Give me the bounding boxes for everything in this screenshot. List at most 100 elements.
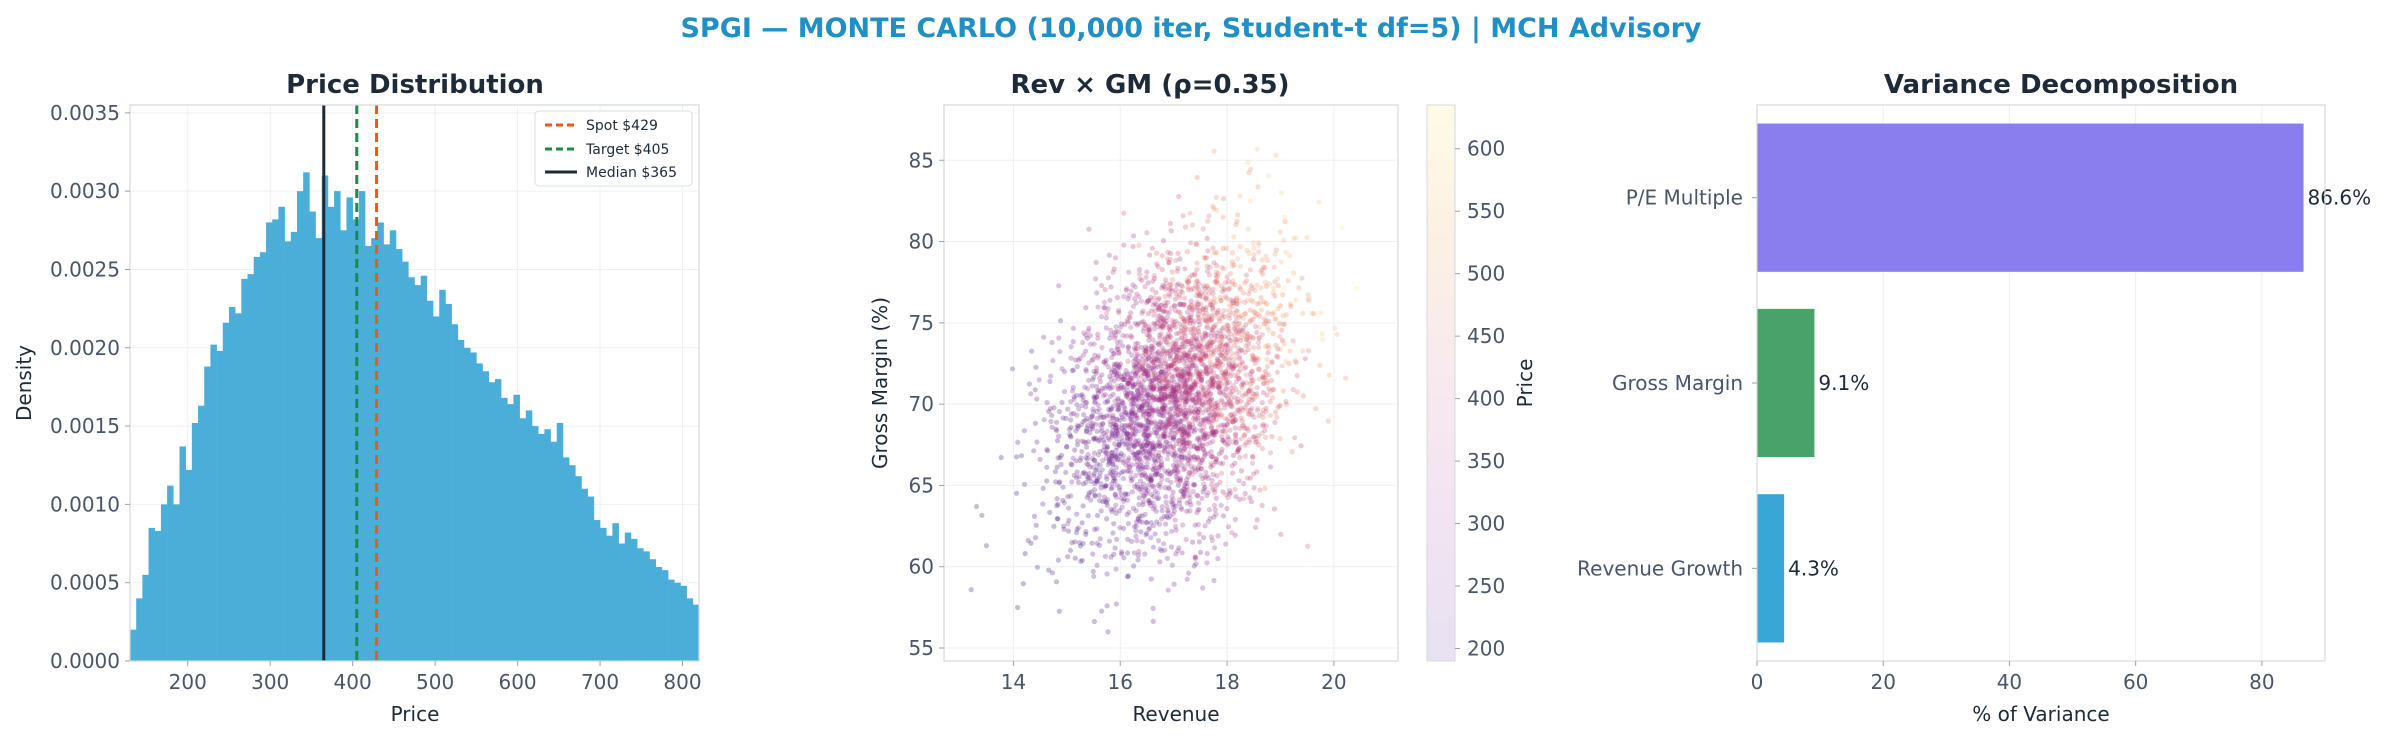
scatter-point bbox=[1160, 238, 1167, 244]
scatter-point bbox=[1148, 478, 1154, 484]
scatter-point bbox=[1079, 403, 1085, 409]
histogram-bar bbox=[204, 366, 211, 661]
scatter-point bbox=[1202, 451, 1208, 458]
scatter-point bbox=[1209, 339, 1215, 346]
scatter-point bbox=[1108, 385, 1114, 391]
scatter-point bbox=[1033, 364, 1039, 370]
scatter-point bbox=[1128, 398, 1134, 404]
scatter-point bbox=[1227, 302, 1233, 308]
scatter-point bbox=[1160, 323, 1166, 329]
scatter-point bbox=[1156, 453, 1162, 459]
scatter-point bbox=[1204, 473, 1210, 479]
scatter-point bbox=[1193, 426, 1199, 432]
scatter-point bbox=[1200, 585, 1206, 591]
scatter-point bbox=[1135, 388, 1141, 394]
scatter-point bbox=[1121, 441, 1127, 447]
scatter-point bbox=[1107, 381, 1113, 387]
scatter-point bbox=[1249, 352, 1256, 358]
scatter-point bbox=[1178, 283, 1184, 289]
scatter-point bbox=[1118, 491, 1124, 497]
scatter-point bbox=[1273, 316, 1279, 322]
scatter-point bbox=[1216, 315, 1222, 321]
scatter-point bbox=[1263, 343, 1269, 350]
variance-panel: Variance Decomposition 86.6%9.1%4.3% 0 20… bbox=[1577, 70, 2371, 726]
scatter-point bbox=[1072, 555, 1078, 561]
scatter-point bbox=[1134, 386, 1140, 392]
scatter-point bbox=[1179, 442, 1186, 448]
scatter-point bbox=[1271, 386, 1277, 392]
scatter-point bbox=[1232, 356, 1238, 362]
scatter-point bbox=[1270, 285, 1276, 291]
scatter-point bbox=[1231, 234, 1237, 240]
scatter-point bbox=[1238, 468, 1245, 474]
scatter-point bbox=[1133, 413, 1140, 419]
scatter-point bbox=[1154, 519, 1160, 525]
y-tick-label: 55 bbox=[909, 636, 934, 660]
scatter-point bbox=[1096, 474, 1103, 480]
scatter-point bbox=[1175, 421, 1181, 427]
scatter-point bbox=[1071, 396, 1077, 402]
scatter-point bbox=[1121, 458, 1127, 464]
scatter-point bbox=[973, 503, 980, 510]
scatter-point bbox=[1198, 301, 1204, 307]
scatter-point bbox=[1209, 454, 1215, 460]
scatter-point bbox=[1213, 383, 1219, 389]
scatter-point bbox=[1185, 390, 1191, 396]
scatter-point bbox=[1249, 378, 1255, 384]
scatter-point bbox=[1174, 383, 1180, 389]
scatter-point bbox=[1171, 319, 1177, 325]
scatter-point bbox=[1162, 277, 1169, 283]
scatter-point bbox=[1267, 450, 1273, 456]
scatter-point bbox=[1272, 251, 1278, 257]
scatter-point bbox=[1211, 148, 1217, 154]
histogram-bar bbox=[612, 523, 619, 661]
scatter-point bbox=[1073, 428, 1079, 434]
scatter-point bbox=[1211, 577, 1217, 584]
variance-bar bbox=[1757, 123, 2304, 272]
variance-bar-value-label: 4.3% bbox=[1788, 556, 1839, 580]
scatter-point bbox=[1182, 445, 1188, 451]
scatter-point bbox=[1225, 347, 1231, 353]
scatter-point bbox=[1185, 428, 1191, 434]
scatter-point bbox=[1213, 273, 1219, 279]
scatter-point bbox=[1125, 319, 1131, 325]
scatter-point bbox=[1163, 530, 1169, 537]
scatter-point bbox=[1162, 444, 1169, 450]
scatter-point bbox=[1196, 291, 1202, 297]
scatter-point bbox=[1166, 448, 1172, 455]
scatter-point bbox=[1197, 321, 1203, 327]
scatter-point bbox=[1158, 459, 1165, 465]
scatter-point bbox=[1032, 535, 1039, 541]
histogram-bar bbox=[148, 527, 156, 661]
scatter-point bbox=[1090, 409, 1097, 415]
scatter-point bbox=[1137, 441, 1143, 447]
scatter-point bbox=[1175, 464, 1181, 470]
scatter-point bbox=[1159, 267, 1165, 273]
scatter-point bbox=[1186, 370, 1192, 376]
scatter-point bbox=[1129, 334, 1135, 340]
histogram-bar bbox=[371, 238, 378, 661]
scatter-point bbox=[1282, 214, 1288, 220]
scatter-point bbox=[1167, 399, 1173, 405]
scatter-point bbox=[1173, 291, 1179, 297]
scatter-point bbox=[1097, 422, 1103, 428]
scatter-point bbox=[1164, 439, 1170, 445]
scatter-point bbox=[1033, 522, 1039, 528]
scatter-point bbox=[1227, 355, 1233, 361]
scatter-point bbox=[1104, 445, 1110, 451]
scatter-point bbox=[1188, 360, 1194, 366]
scatter-point bbox=[1157, 332, 1163, 338]
scatter-point bbox=[1172, 452, 1178, 458]
scatter-point bbox=[1163, 322, 1169, 328]
scatter-point bbox=[1192, 272, 1198, 278]
scatter-point bbox=[1164, 349, 1170, 356]
scatter-point bbox=[1249, 394, 1255, 401]
scatter-point bbox=[1089, 413, 1096, 420]
scatter-point bbox=[1165, 393, 1171, 400]
scatter-point bbox=[1068, 461, 1074, 467]
scatter-point bbox=[1183, 396, 1189, 402]
scatter-point bbox=[1136, 379, 1142, 385]
colorbar-tick-label: 500 bbox=[1467, 262, 1505, 286]
scatter-point bbox=[1230, 278, 1236, 284]
